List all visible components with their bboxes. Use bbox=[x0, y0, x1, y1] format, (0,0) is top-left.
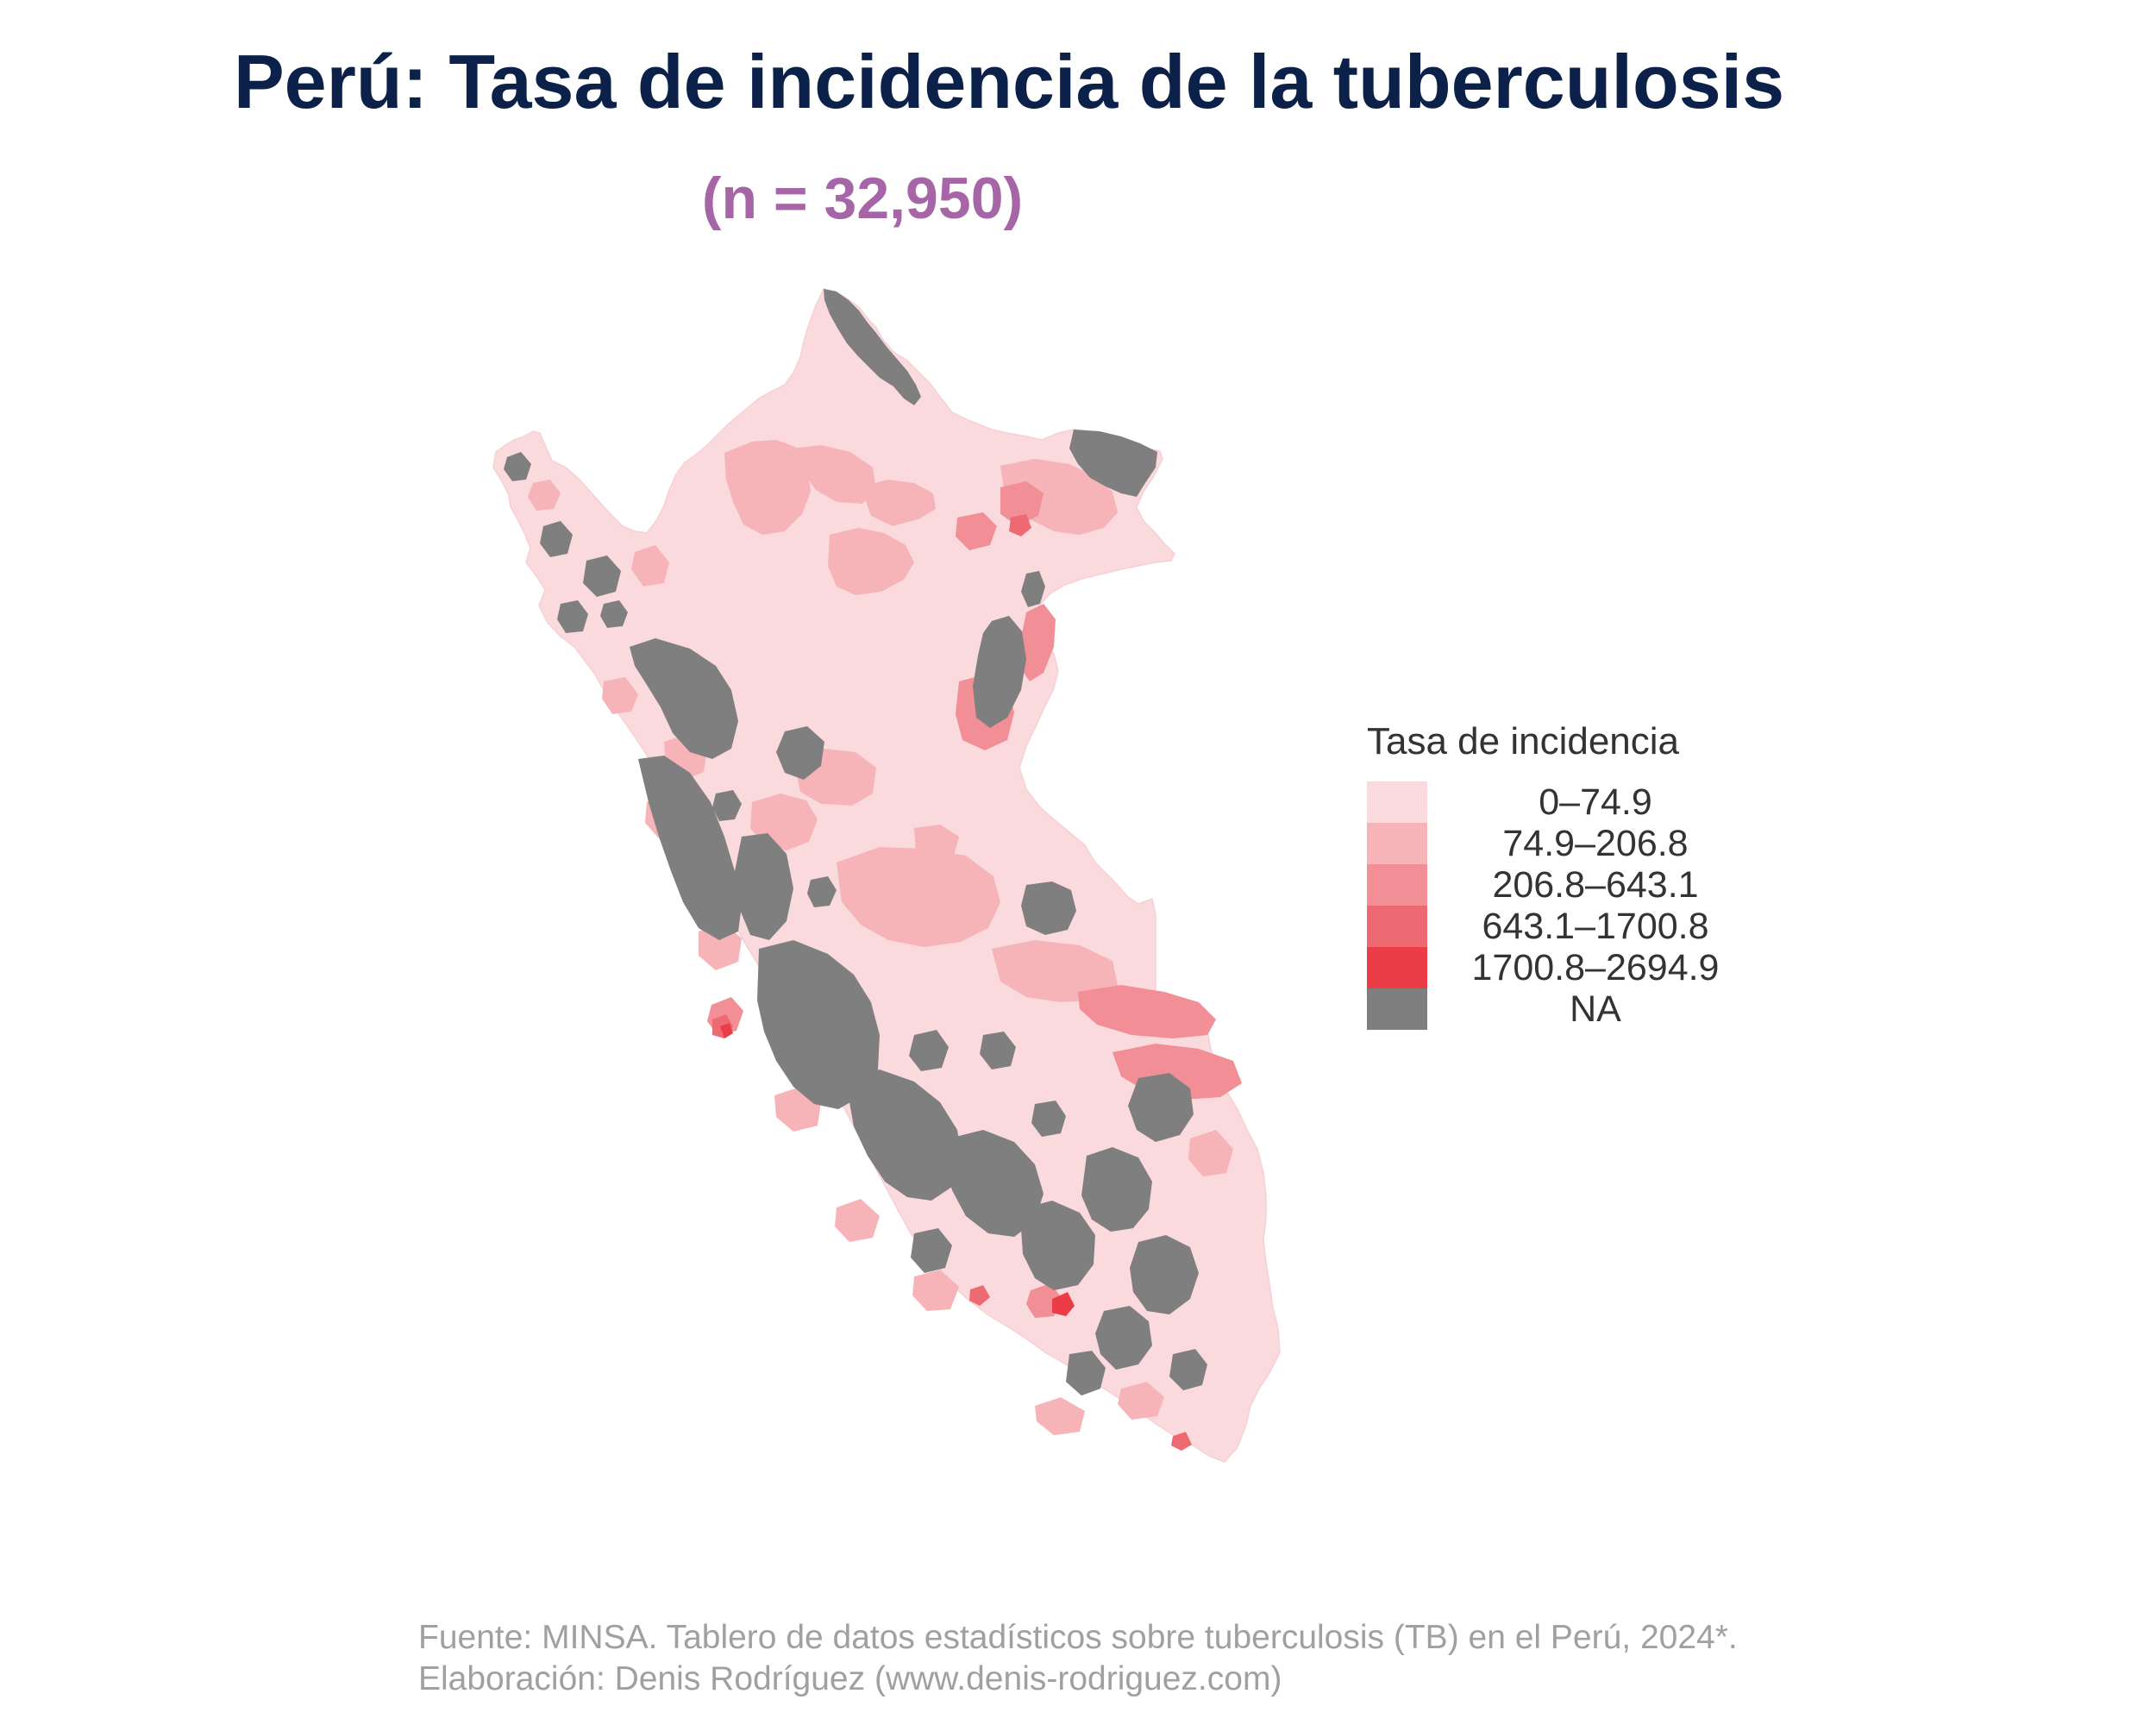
legend-swatch bbox=[1367, 988, 1427, 1030]
map-subtitle: (n = 32,950) bbox=[701, 166, 1024, 231]
legend-item: 74.9–206.8 bbox=[1367, 823, 1764, 864]
source-caption: Fuente: MINSA. Tablero de datos estadíst… bbox=[418, 1617, 2057, 1700]
legend-label: 1700.8–2694.9 bbox=[1471, 947, 1720, 988]
legend-label: 0–74.9 bbox=[1539, 781, 1652, 823]
legend-items: 0–74.9 74.9–206.8 206.8–643.1 643.1–1700.8 1… bbox=[1367, 781, 1764, 1030]
class-2-regions bbox=[528, 440, 1233, 1435]
map-title: Perú: Tasa de incidencia de la tuberculo… bbox=[233, 39, 1785, 124]
peru-map bbox=[431, 276, 1294, 1484]
legend-label: 643.1–1700.8 bbox=[1482, 906, 1709, 947]
legend-swatch bbox=[1367, 823, 1427, 864]
caption-author: Elaboración: Denis Rodríguez (www.denis-… bbox=[418, 1660, 1282, 1697]
class-3-regions bbox=[707, 481, 1242, 1318]
legend-item: 0–74.9 bbox=[1367, 781, 1764, 823]
caption-source: Fuente: MINSA. Tablero de datos estadíst… bbox=[418, 1619, 1738, 1656]
legend-item: 1700.8–2694.9 bbox=[1367, 947, 1764, 988]
legend-title: Tasa de incidencia bbox=[1367, 720, 1680, 762]
legend-swatch bbox=[1367, 864, 1427, 906]
map-legend: Tasa de incidencia 0–74.9 74.9–206.8 206.8… bbox=[1367, 716, 1764, 1030]
legend-swatch bbox=[1367, 906, 1427, 947]
legend-swatch bbox=[1367, 781, 1427, 823]
legend-item: NA bbox=[1367, 988, 1764, 1030]
na-regions bbox=[504, 289, 1207, 1396]
legend-label: 74.9–206.8 bbox=[1502, 823, 1689, 864]
legend-label: NA bbox=[1570, 988, 1621, 1030]
class-4-regions bbox=[712, 514, 1192, 1451]
peru-map-svg bbox=[492, 288, 1281, 1463]
legend-label: 206.8–643.1 bbox=[1492, 864, 1699, 906]
class-5-regions bbox=[720, 1023, 1075, 1316]
legend-swatch bbox=[1367, 947, 1427, 988]
legend-item: 643.1–1700.8 bbox=[1367, 906, 1764, 947]
legend-item: 206.8–643.1 bbox=[1367, 864, 1764, 906]
